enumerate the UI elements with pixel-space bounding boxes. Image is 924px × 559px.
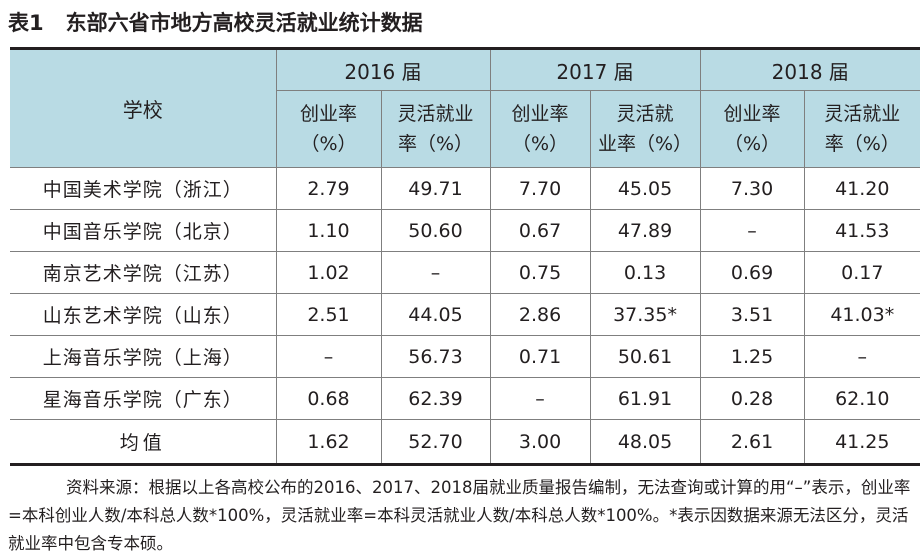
- school-name: 中国美术学院（浙江）: [10, 167, 277, 210]
- table-row: 上海音乐学院（上海） – 56.73 0.71 50.61 1.25 –: [10, 335, 921, 378]
- table-row: 中国音乐学院（北京） 1.10 50.60 0.67 47.89 – 41.53: [10, 209, 921, 252]
- table-cell: 52.70: [380, 419, 491, 465]
- table-cell: 7.30: [699, 167, 805, 210]
- table-cell: 3.00: [489, 419, 591, 465]
- table-cell: 62.39: [380, 377, 491, 420]
- column-header-startup-rate: 创业率 （%）: [699, 90, 805, 168]
- table-cell: 50.60: [380, 209, 491, 252]
- column-header-startup-rate: 创业率 （%）: [489, 90, 591, 168]
- table-cell: 2.51: [275, 293, 382, 336]
- table-row: 山东艺术学院（山东） 2.51 44.05 2.86 37.35* 3.51 4…: [10, 293, 921, 336]
- table-number: 表1: [8, 11, 44, 35]
- table-row: 南京艺术学院（江苏） 1.02 – 0.75 0.13 0.69 0.17: [10, 251, 921, 294]
- table-cell: 41.53: [803, 209, 921, 252]
- school-name: 山东艺术学院（山东）: [10, 293, 277, 336]
- column-header-flexible-rate: 灵活就业率（%）: [803, 90, 921, 168]
- table-cell: 56.73: [380, 335, 491, 378]
- table-title: 表1 东部六省市地方高校灵活就业统计数据: [8, 6, 423, 40]
- table-cell: 0.68: [275, 377, 382, 420]
- school-name: 南京艺术学院（江苏）: [10, 251, 277, 294]
- table-cell: 0.71: [489, 335, 591, 378]
- table-cell: 1.25: [699, 335, 805, 378]
- table-cell: 0.28: [699, 377, 805, 420]
- table-row: 星海音乐学院（广东） 0.68 62.39 – 61.91 0.28 62.10: [10, 377, 921, 420]
- table-cell: 37.35*: [589, 293, 701, 336]
- table-cell: 48.05: [589, 419, 701, 465]
- table-cell: 44.05: [380, 293, 491, 336]
- table-cell: 1.62: [275, 419, 382, 465]
- school-name: 星海音乐学院（广东）: [10, 377, 277, 420]
- column-header-school: 学校: [10, 48, 277, 168]
- table-cell: 7.70: [489, 167, 591, 210]
- column-header-year-2016: 2016 届: [275, 48, 491, 91]
- table-cell: 41.03*: [803, 293, 921, 336]
- table-cell: 45.05: [589, 167, 701, 210]
- table-cell: –: [803, 335, 921, 378]
- table-cell: 49.71: [380, 167, 491, 210]
- column-header-startup-rate: 创业率 （%）: [276, 90, 382, 168]
- table-row: 中国美术学院（浙江） 2.79 49.71 7.70 45.05 7.30 41…: [10, 167, 921, 210]
- table-cell: 41.20: [803, 167, 921, 210]
- table-cell: 1.10: [275, 209, 382, 252]
- average-row: 均值 1.62 52.70 3.00 48.05 2.61 41.25: [10, 419, 921, 465]
- school-name: 中国音乐学院（北京）: [10, 209, 277, 252]
- average-label: 均值: [10, 419, 277, 465]
- table-cell: 3.51: [699, 293, 805, 336]
- column-header-flexible-rate: 灵活就业率（%）: [380, 90, 491, 168]
- source-note: 资料来源：根据以上各高校公布的2016、2017、2018届就业质量报告编制，无…: [8, 478, 911, 553]
- table-cell: 2.79: [275, 167, 382, 210]
- table-cell: –: [699, 209, 805, 252]
- column-header-year-2017: 2017 届: [489, 48, 701, 91]
- table-cell: 1.02: [275, 251, 382, 294]
- header-row-metrics: 创业率 （%） 灵活就业 率（%） 创业率 （%） 灵活就 业率（%） 创业率 （%） 灵…: [10, 90, 921, 168]
- table-caption: 东部六省市地方高校灵活就业统计数据: [65, 11, 423, 35]
- table-cell: –: [380, 251, 491, 294]
- table-cell: 2.61: [699, 419, 805, 465]
- table-cell: –: [489, 377, 591, 420]
- column-header-flexible-rate: 灵活就业率（%）: [589, 90, 701, 168]
- table-cell: 2.86: [489, 293, 591, 336]
- table-cell: 0.13: [589, 251, 701, 294]
- table-cell: –: [275, 335, 382, 378]
- table-cell: 0.75: [489, 251, 591, 294]
- table-cell: 47.89: [589, 209, 701, 252]
- table-cell: 50.61: [589, 335, 701, 378]
- data-table: 学校 2016 届 2017 届 2018 届 创业率 （%） 灵活就业 率（%） …: [10, 47, 921, 466]
- table-cell: 61.91: [589, 377, 701, 420]
- table-cell: 62.10: [803, 377, 921, 420]
- school-name: 上海音乐学院（上海）: [10, 335, 277, 378]
- header-row-years: 学校 2016 届 2017 届 2018 届: [10, 48, 921, 168]
- column-header-year-2018: 2018 届: [699, 48, 921, 91]
- table-cell: 0.17: [803, 251, 921, 294]
- table-cell: 41.25: [803, 419, 921, 465]
- table-cell: 0.69: [699, 251, 805, 294]
- table-cell: 0.67: [489, 209, 591, 252]
